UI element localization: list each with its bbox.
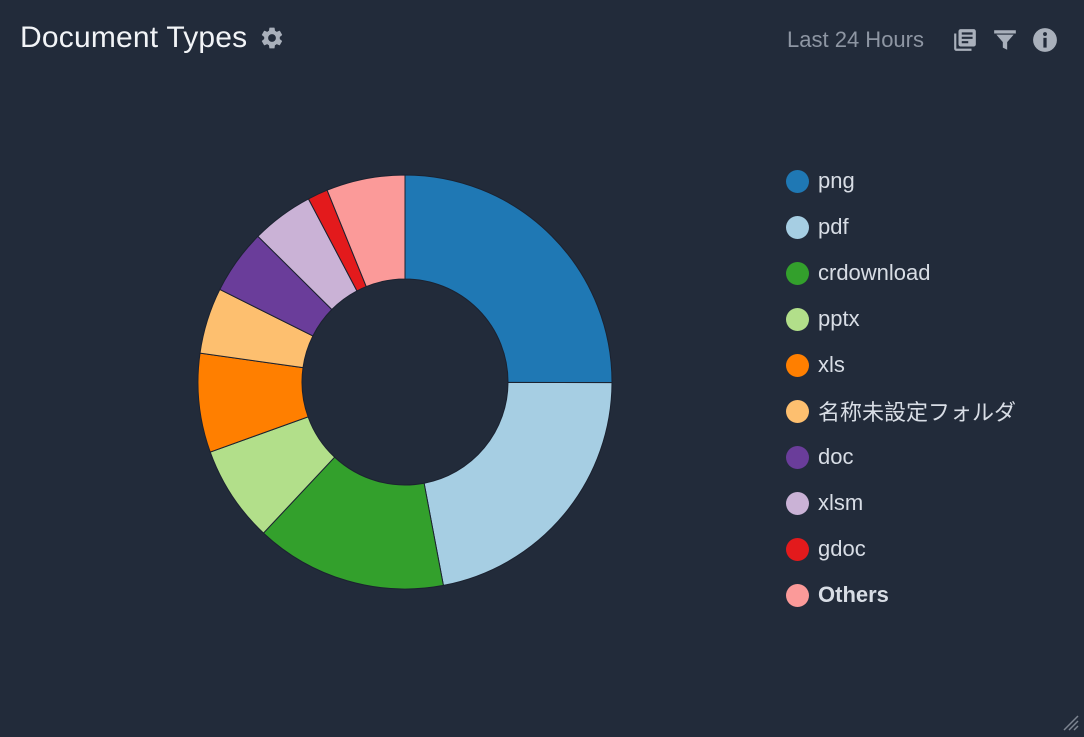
donut-chart	[197, 174, 613, 590]
panel-title: Document Types	[20, 21, 248, 54]
filter-icon[interactable]	[992, 27, 1018, 53]
legend-label: doc	[818, 444, 854, 469]
legend-label: xlsm	[818, 490, 864, 515]
legend-item[interactable]: 名称未設定フォルダ	[786, 388, 1016, 434]
donut-slice-crdownload[interactable]	[262, 456, 444, 590]
legend-swatch	[786, 215, 809, 239]
legend-item[interactable]: xls	[786, 342, 1016, 388]
legend-item[interactable]: crdownload	[786, 250, 1016, 296]
legend-label: 名称未設定フォルダ	[818, 400, 1017, 425]
donut-slice-png[interactable]	[404, 174, 613, 384]
donut-slice-pdf[interactable]	[423, 381, 613, 586]
legend-label: xls	[818, 352, 845, 377]
legend-swatch	[786, 169, 809, 193]
legend-label: png	[818, 168, 855, 193]
legend-item[interactable]: doc	[786, 434, 1016, 480]
legend-item[interactable]: pdf	[786, 204, 1016, 250]
legend-label: gdoc	[818, 536, 866, 561]
legend-label: pptx	[818, 306, 860, 331]
panel-header: Document Types	[20, 14, 285, 62]
legend-swatch	[786, 307, 809, 331]
time-range-label[interactable]: Last 24 Hours	[787, 27, 924, 52]
resize-grip-icon[interactable]	[1058, 710, 1080, 732]
legend-label: pdf	[818, 214, 849, 239]
legend-swatch	[786, 399, 809, 423]
panel-toolbar: Last 24 Hours	[787, 18, 1058, 62]
legend-swatch	[786, 491, 809, 515]
legend-swatch	[786, 583, 809, 607]
legend-swatch	[786, 537, 809, 561]
legend-swatch	[786, 353, 809, 377]
gear-icon[interactable]	[259, 25, 285, 51]
legend-item[interactable]: pptx	[786, 296, 1016, 342]
chart-legend: png pdf crdownload pptx xls 名称未設定フォルダ doc xlsm g…	[786, 158, 1016, 618]
copy-icon[interactable]	[952, 27, 978, 53]
legend-swatch	[786, 445, 809, 469]
legend-item[interactable]: png	[786, 158, 1016, 204]
legend-item[interactable]: gdoc	[786, 526, 1016, 572]
legend-item[interactable]: Others	[786, 572, 1016, 618]
legend-swatch	[786, 261, 809, 285]
legend-label: crdownload	[818, 260, 931, 285]
legend-label: Others	[818, 582, 889, 607]
donut-slice-others[interactable]	[326, 174, 406, 288]
info-icon[interactable]	[1032, 27, 1058, 53]
legend-item[interactable]: xlsm	[786, 480, 1016, 526]
